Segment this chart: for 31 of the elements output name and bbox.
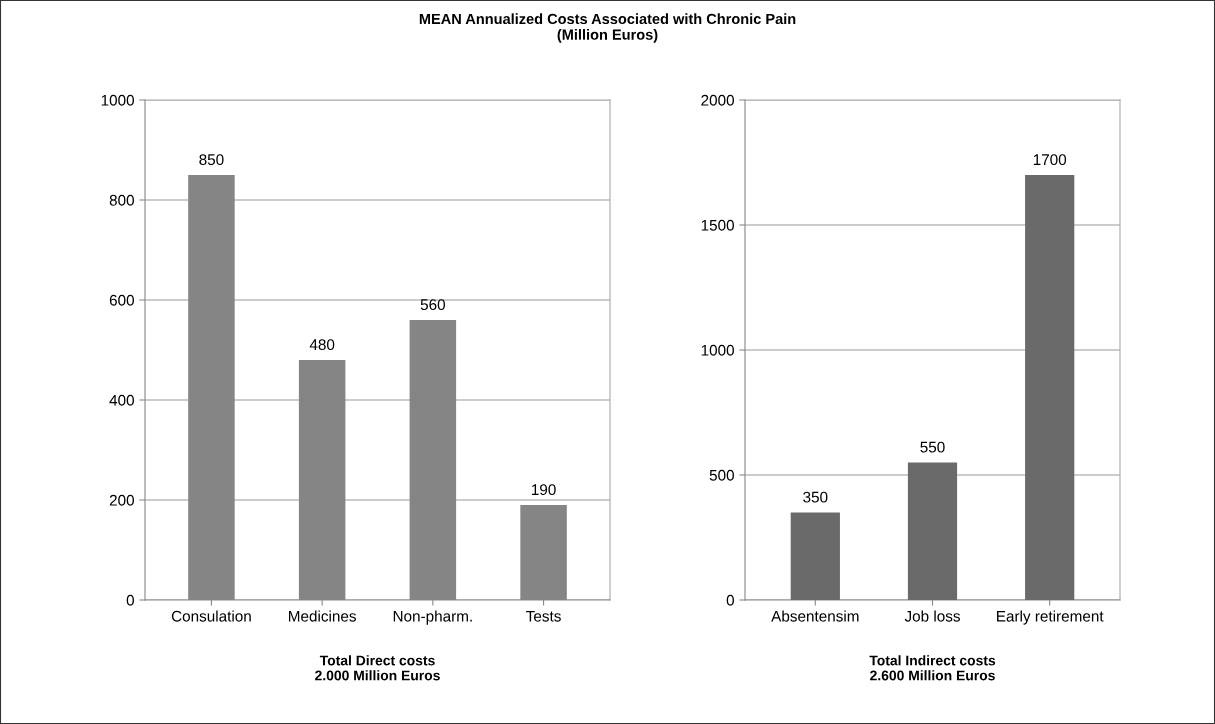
chart-title: MEAN Annualized Costs Associated with Chronic Pain (Million Euros) [419, 13, 796, 43]
bar [1025, 175, 1075, 600]
data-label: 480 [309, 339, 335, 351]
x-tick-label: Non-pharm. [393, 610, 472, 625]
data-label: 850 [199, 154, 224, 166]
x-tick-label: Tests [526, 610, 561, 622]
y-tick-label: 1000 [701, 344, 734, 356]
y-tick-label: 800 [109, 194, 134, 206]
x-axis-title: Total Indirect costs 2.600 Million Euros [869, 655, 996, 681]
data-label: 1700 [1033, 154, 1067, 166]
x-tick-label: Early retirement [997, 610, 1104, 625]
bar [790, 512, 840, 600]
data-label: 350 [803, 491, 828, 503]
x-tick-label: Medicines [289, 610, 356, 622]
y-tick-label: 500 [709, 469, 734, 481]
y-tick-label: 400 [109, 394, 134, 406]
x-tick-label: Absentensim [771, 610, 859, 622]
y-tick-label: 0 [726, 594, 734, 606]
data-label: 550 [920, 441, 945, 453]
data-label: 190 [531, 484, 556, 496]
data-label: 560 [420, 299, 446, 311]
x-axis-title: Total Direct costs 2.000 Million Euros [315, 655, 440, 681]
x-tick-label: Consulation [171, 610, 251, 622]
y-tick-label: 1000 [101, 94, 134, 106]
y-tick-label: 1500 [701, 219, 734, 231]
y-tick-label: 2000 [701, 94, 734, 106]
y-tick-label: 600 [109, 294, 134, 306]
y-tick-label: 0 [126, 594, 134, 606]
x-tick-label: Job loss [904, 610, 960, 622]
bar [907, 462, 958, 600]
y-tick-label: 200 [109, 494, 134, 506]
